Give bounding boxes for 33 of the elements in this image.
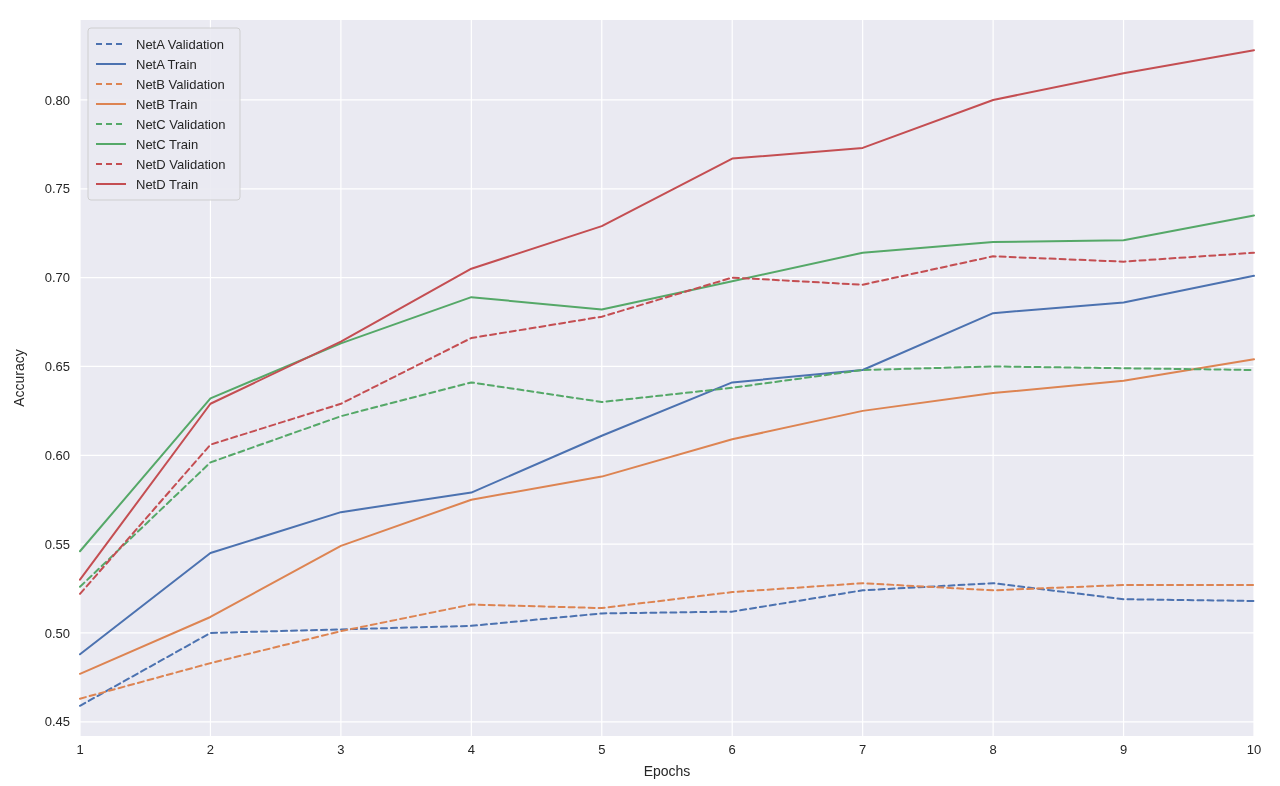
y-tick-label: 0.80	[44, 92, 70, 108]
y-tick-label: 0.70	[44, 270, 70, 286]
line-series	[79, 214, 1255, 553]
line-series	[79, 49, 1255, 581]
y-tick-label: 0.45	[44, 714, 70, 730]
y-tick-label: 0.55	[44, 536, 70, 552]
x-tick-label: 9	[1119, 742, 1128, 757]
legend-label: NetB Validation	[136, 76, 225, 92]
x-tick-label: 10	[1246, 742, 1262, 757]
x-tick-label: 1	[76, 742, 84, 757]
legend-label: NetB Train	[136, 96, 198, 112]
x-tick-label: 2	[206, 742, 215, 757]
legend-label: NetA Validation	[136, 36, 224, 52]
x-tick-label: 8	[989, 742, 997, 757]
y-tick-label: 0.60	[44, 447, 70, 463]
y-tick-label: 0.65	[44, 359, 70, 374]
line-series	[79, 274, 1255, 656]
x-tick-label: 4	[467, 742, 475, 757]
legend-label: NetD Train	[136, 176, 199, 192]
y-tick-label: 0.50	[44, 625, 70, 641]
x-tick-label: 5	[598, 742, 606, 757]
legend-label: NetD Validation	[136, 156, 226, 172]
x-axis-title: Epochs	[643, 763, 691, 779]
y-axis-title: Accuracy	[11, 349, 27, 407]
line-series	[79, 251, 1255, 595]
line-series	[79, 358, 1255, 675]
x-tick-label: 7	[859, 742, 867, 757]
legend-label: NetC Validation	[136, 116, 226, 132]
x-tick-label: 6	[728, 742, 736, 757]
legend-label: NetC Train	[136, 136, 199, 152]
legend-label: NetA Train	[136, 56, 197, 72]
y-tick-label: 0.75	[44, 181, 70, 197]
x-tick-label: 3	[337, 742, 345, 757]
